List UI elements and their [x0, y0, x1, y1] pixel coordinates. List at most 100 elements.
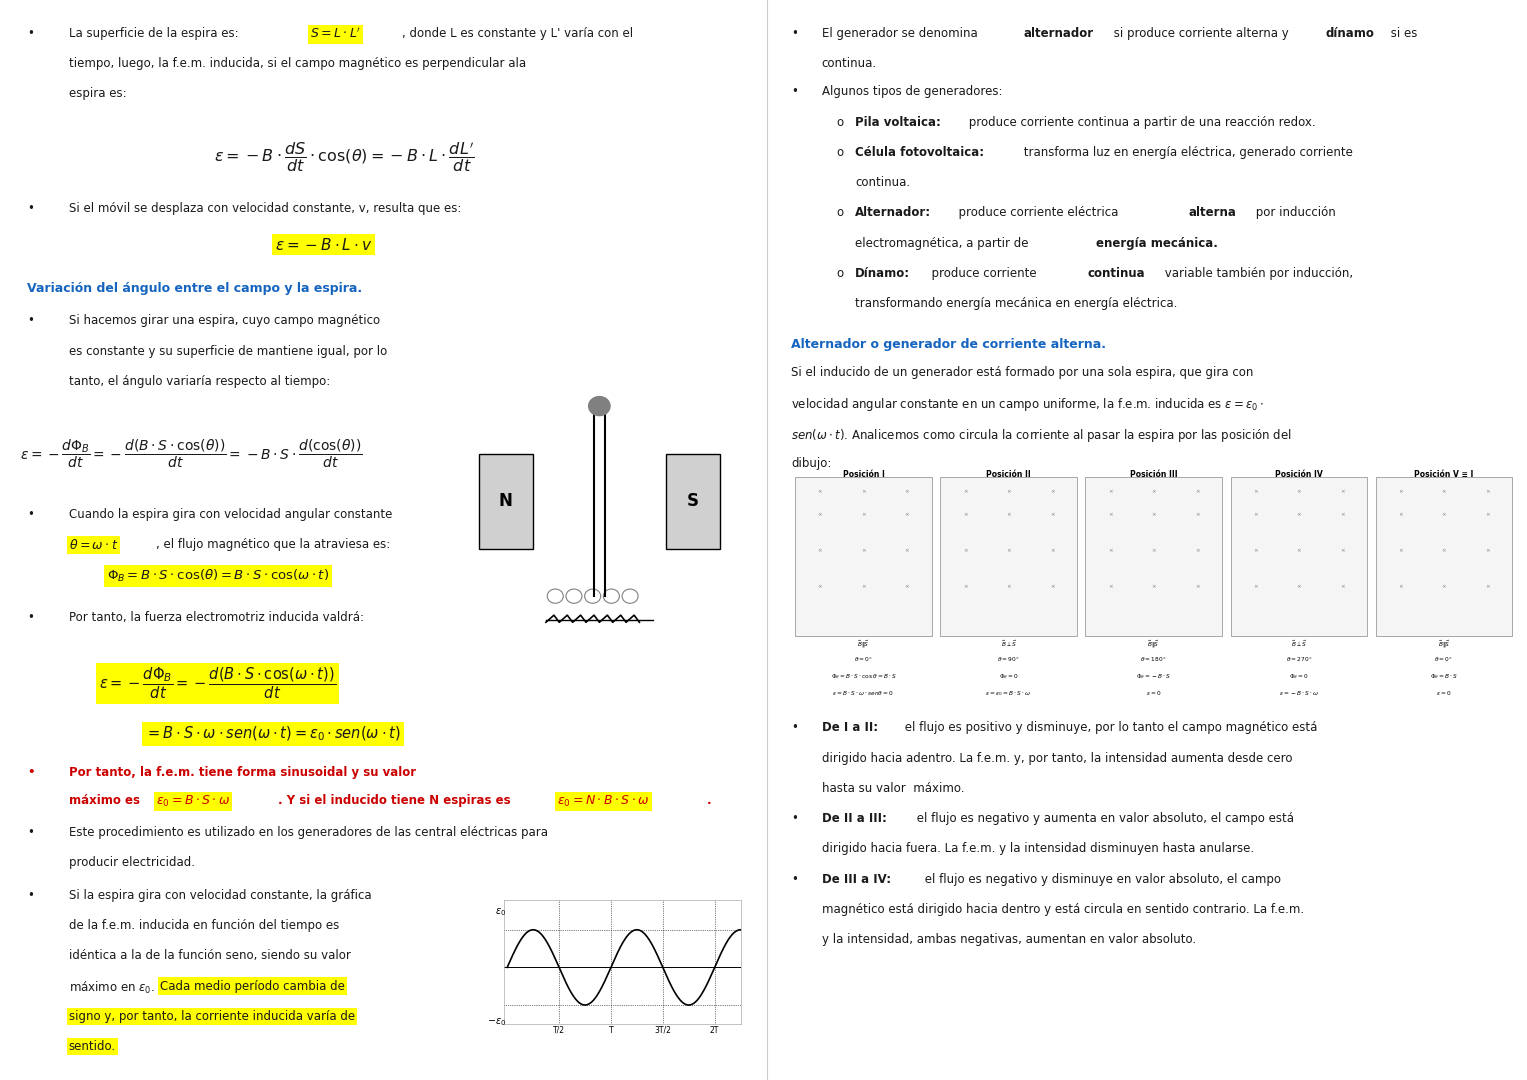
FancyBboxPatch shape	[1231, 477, 1367, 636]
Text: $\varepsilon_0$: $\varepsilon_0$	[495, 906, 507, 918]
Text: produce corriente continua a partir de una reacción redox.: produce corriente continua a partir de u…	[965, 116, 1316, 129]
Circle shape	[589, 396, 609, 416]
Text: tiempo, luego, la f.e.m. inducida, si el campo magnético es perpendicular ala: tiempo, luego, la f.e.m. inducida, si el…	[69, 57, 525, 70]
Text: el flujo es negativo y disminuye en valor absoluto, el campo: el flujo es negativo y disminuye en valo…	[921, 873, 1281, 886]
Text: $\theta = 0°$: $\theta = 0°$	[854, 656, 873, 663]
Text: Cuando la espira gira con velocidad angular constante: Cuando la espira gira con velocidad angu…	[69, 508, 392, 521]
Text: ×: ×	[1296, 513, 1301, 517]
Text: $\Phi_B = B \cdot S \cdot \cos(\theta) = B \cdot S \cdot \cos(\omega \cdot t)$: $\Phi_B = B \cdot S \cdot \cos(\theta) =…	[107, 568, 328, 584]
Text: produce corriente eléctrica: produce corriente eléctrica	[951, 206, 1122, 219]
Text: ×: ×	[1252, 489, 1258, 494]
Text: ×: ×	[1006, 489, 1011, 494]
Text: Algunos tipos de generadores:: Algunos tipos de generadores:	[822, 85, 1002, 98]
Text: o: o	[837, 146, 844, 159]
Text: $\Phi_\theta = 0$: $\Phi_\theta = 0$	[999, 672, 1019, 680]
Text: Si el móvil se desplaza con velocidad constante, v, resulta que es:: Si el móvil se desplaza con velocidad co…	[69, 202, 461, 215]
Text: ×: ×	[1397, 489, 1403, 494]
Text: $\varepsilon = -B \cdot \dfrac{dS}{dt} \cdot \cos(\theta) = -B \cdot L \cdot \df: $\varepsilon = -B \cdot \dfrac{dS}{dt} \…	[214, 139, 475, 174]
Text: ×: ×	[1339, 513, 1345, 517]
Text: $\theta = 180°$: $\theta = 180°$	[1141, 656, 1167, 663]
Text: ×: ×	[1484, 549, 1490, 553]
Text: ×: ×	[1107, 549, 1113, 553]
Text: espira es:: espira es:	[69, 87, 127, 100]
Text: o: o	[837, 206, 844, 219]
Text: energía mecánica.: energía mecánica.	[1096, 237, 1219, 249]
Text: $-\varepsilon_0$: $-\varepsilon_0$	[487, 1016, 507, 1028]
Text: ×: ×	[1107, 584, 1113, 589]
Text: ×: ×	[1151, 584, 1156, 589]
Text: 3T/2: 3T/2	[655, 1026, 672, 1035]
Text: •: •	[27, 826, 35, 839]
Text: Alternador:: Alternador:	[855, 206, 931, 219]
Text: Variación del ángulo entre el campo y la espira.: Variación del ángulo entre el campo y la…	[27, 282, 362, 295]
Text: $\theta = 270°$: $\theta = 270°$	[1286, 656, 1312, 663]
Text: ×: ×	[1441, 513, 1446, 517]
Text: ×: ×	[817, 513, 823, 517]
Text: , el flujo magnético que la atraviesa es:: , el flujo magnético que la atraviesa es…	[156, 538, 389, 551]
Text: $\varepsilon = -\dfrac{d\Phi_B}{dt} = -\dfrac{d(B \cdot S \cdot \cos(\theta))}{d: $\varepsilon = -\dfrac{d\Phi_B}{dt} = -\…	[20, 437, 362, 470]
Text: Si hacemos girar una espira, cuyo campo magnético: Si hacemos girar una espira, cuyo campo …	[69, 314, 380, 327]
Text: ×: ×	[1006, 513, 1011, 517]
Text: Alternador o generador de corriente alterna.: Alternador o generador de corriente alte…	[791, 338, 1106, 351]
Text: o: o	[837, 267, 844, 280]
Text: ×: ×	[861, 549, 866, 553]
Text: transforma luz en energía eléctrica, generado corriente: transforma luz en energía eléctrica, gen…	[1020, 146, 1353, 159]
Text: ×: ×	[1484, 489, 1490, 494]
Text: $\vec{B}\perp\vec{S}$: $\vec{B}\perp\vec{S}$	[1000, 638, 1017, 649]
Text: si es: si es	[1387, 27, 1417, 40]
Text: es constante y su superficie de mantiene igual, por lo: es constante y su superficie de mantiene…	[69, 345, 386, 357]
Text: $\theta = 90°$: $\theta = 90°$	[997, 656, 1020, 663]
Text: continua.: continua.	[822, 57, 876, 70]
Text: $\vec{B}\|\vec{S}$: $\vec{B}\|\vec{S}$	[1437, 638, 1451, 650]
Text: ×: ×	[1006, 549, 1011, 553]
Text: continua: continua	[1087, 267, 1145, 280]
Text: ×: ×	[904, 549, 910, 553]
Text: N: N	[499, 492, 513, 510]
Text: $\varepsilon_0 = B \cdot S \cdot \omega$: $\varepsilon_0 = B \cdot S \cdot \omega$	[156, 794, 231, 809]
Text: S: S	[687, 492, 699, 510]
Text: $\theta = 0°$: $\theta = 0°$	[1434, 656, 1454, 663]
Text: De II a III:: De II a III:	[822, 812, 886, 825]
Text: dibujo:: dibujo:	[791, 457, 831, 470]
Text: ×: ×	[962, 489, 968, 494]
Text: T/2: T/2	[553, 1026, 565, 1035]
Text: dirigido hacia adentro. La f.e.m. y, por tanto, la intensidad aumenta desde cero: dirigido hacia adentro. La f.e.m. y, por…	[822, 752, 1292, 765]
Text: •: •	[27, 766, 35, 779]
Text: ×: ×	[1194, 584, 1200, 589]
Text: ×: ×	[1296, 549, 1301, 553]
Text: ×: ×	[817, 549, 823, 553]
Text: continua.: continua.	[855, 176, 910, 189]
Text: tanto, el ángulo variaría respecto al tiempo:: tanto, el ángulo variaría respecto al ti…	[69, 375, 330, 388]
Text: La superficie de la espira es:: La superficie de la espira es:	[69, 27, 243, 40]
Text: •: •	[791, 812, 799, 825]
Text: el flujo es negativo y aumenta en valor absoluto, el campo está: el flujo es negativo y aumenta en valor …	[913, 812, 1295, 825]
Text: máximo es: máximo es	[69, 794, 144, 807]
Text: Posición I: Posición I	[843, 470, 884, 480]
Text: Posición III: Posición III	[1130, 470, 1177, 480]
Text: $\Phi_\theta = 0$: $\Phi_\theta = 0$	[1289, 672, 1309, 680]
Text: si produce corriente alterna y: si produce corriente alterna y	[1110, 27, 1293, 40]
Text: ×: ×	[1252, 549, 1258, 553]
Text: $\varepsilon = B \cdot S \cdot \omega \cdot sen\theta = 0$: $\varepsilon = B \cdot S \cdot \omega \c…	[832, 689, 895, 697]
Text: Por tanto, la fuerza electromotriz inducida valdrá:: Por tanto, la fuerza electromotriz induc…	[69, 611, 363, 624]
Text: electromagnética, a partir de: electromagnética, a partir de	[855, 237, 1032, 249]
Text: $\theta = \omega \cdot t$: $\theta = \omega \cdot t$	[69, 538, 118, 552]
Text: 2T: 2T	[710, 1026, 719, 1035]
Text: $\vec{B}\|\vec{S}$: $\vec{B}\|\vec{S}$	[1147, 638, 1161, 650]
Text: $\varepsilon_0 = N \cdot B \cdot S \cdot \omega$: $\varepsilon_0 = N \cdot B \cdot S \cdot…	[557, 794, 649, 809]
Text: ×: ×	[1049, 584, 1055, 589]
Text: $\varepsilon = -\dfrac{d\Phi_B}{dt} = -\dfrac{d(B \cdot S \cdot \cos(\omega \cdo: $\varepsilon = -\dfrac{d\Phi_B}{dt} = -\…	[99, 665, 336, 701]
Text: transformando energía mecánica en energía eléctrica.: transformando energía mecánica en energí…	[855, 297, 1177, 310]
Text: máximo en $\varepsilon_0$.: máximo en $\varepsilon_0$.	[69, 980, 156, 996]
Text: Dínamo:: Dínamo:	[855, 267, 910, 280]
Text: ×: ×	[1441, 584, 1446, 589]
FancyBboxPatch shape	[1086, 477, 1222, 636]
Text: ×: ×	[1397, 584, 1403, 589]
Text: ×: ×	[1252, 513, 1258, 517]
Text: producir electricidad.: producir electricidad.	[69, 856, 195, 869]
Text: ×: ×	[1107, 489, 1113, 494]
Text: ×: ×	[1484, 584, 1490, 589]
Text: $\vec{B}\|\vec{S}$: $\vec{B}\|\vec{S}$	[857, 638, 870, 650]
Text: $\varepsilon = -B \cdot S \cdot \omega$: $\varepsilon = -B \cdot S \cdot \omega$	[1278, 689, 1319, 697]
Text: $\varepsilon = -B \cdot L \cdot v$: $\varepsilon = -B \cdot L \cdot v$	[275, 237, 373, 253]
